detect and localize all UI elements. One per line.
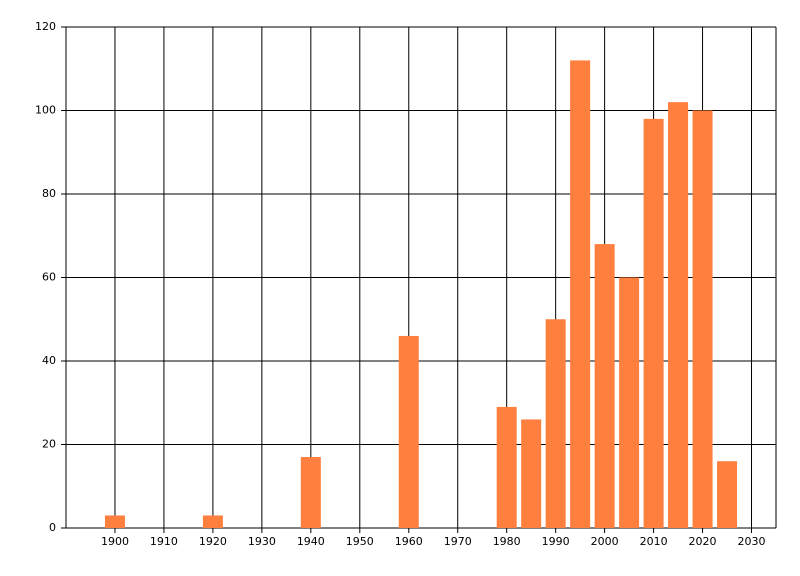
- bar: [594, 244, 615, 528]
- x-tick-label: 1970: [444, 535, 472, 548]
- x-tick-label: 1940: [297, 535, 325, 548]
- y-tick-label: 100: [35, 104, 56, 117]
- x-tick-label: 1990: [542, 535, 570, 548]
- bar: [643, 118, 664, 528]
- x-tick-label: 1900: [101, 535, 129, 548]
- y-tick-label: 60: [42, 271, 56, 284]
- x-tick-label: 2000: [591, 535, 619, 548]
- bar: [104, 515, 125, 528]
- y-tick-label: 20: [42, 438, 56, 451]
- x-tick-label: 1960: [395, 535, 423, 548]
- bar: [668, 102, 689, 529]
- x-tick-label: 2010: [640, 535, 668, 548]
- bar: [521, 419, 542, 528]
- bar: [570, 60, 591, 529]
- bar: [202, 515, 223, 528]
- bar: [496, 406, 517, 528]
- x-tick-label: 1980: [493, 535, 521, 548]
- bar: [300, 457, 321, 528]
- y-tick-label: 120: [35, 20, 56, 33]
- bar: [398, 335, 419, 528]
- bar: [545, 319, 566, 528]
- x-tick-label: 2020: [689, 535, 717, 548]
- y-tick-label: 0: [49, 521, 56, 534]
- y-tick-label: 80: [42, 187, 56, 200]
- y-tick-label: 40: [42, 354, 56, 367]
- x-tick-label: 1910: [150, 535, 178, 548]
- bar: [717, 461, 738, 528]
- x-tick-label: 1950: [346, 535, 374, 548]
- bar: [692, 110, 713, 528]
- x-tick-label: 1930: [248, 535, 276, 548]
- bar: [619, 277, 640, 528]
- x-tick-label: 2030: [738, 535, 766, 548]
- x-tick-label: 1920: [199, 535, 227, 548]
